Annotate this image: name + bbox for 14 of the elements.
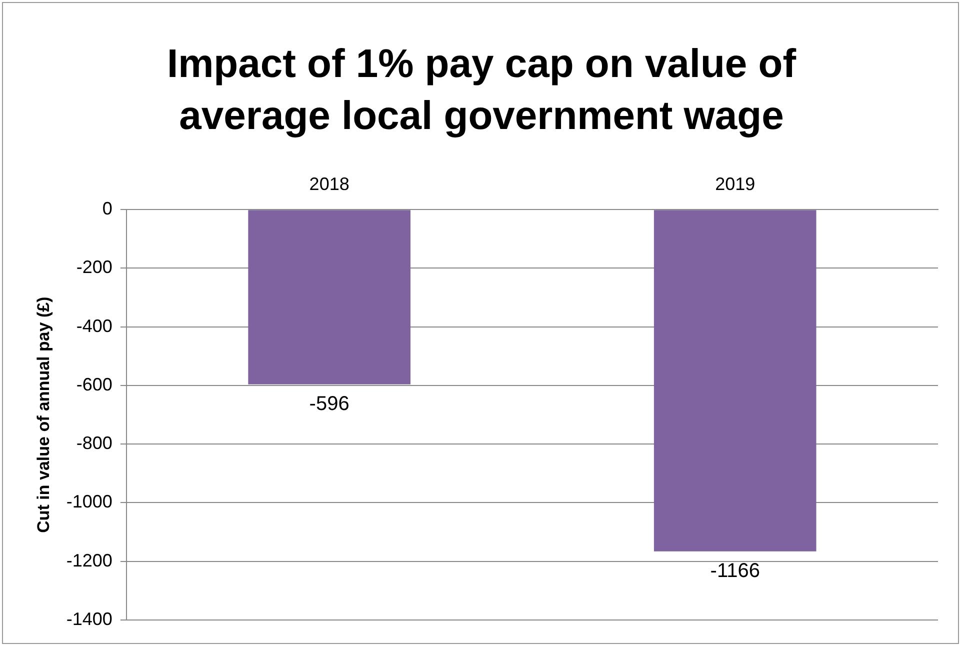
x-tick-label: 2018 — [309, 174, 350, 194]
y-tick-label: -400 — [76, 316, 112, 336]
y-tick-label: -1000 — [66, 492, 112, 512]
data-label: -596 — [309, 392, 350, 415]
y-tick-label: 0 — [102, 198, 112, 219]
y-tick-label: -600 — [76, 374, 112, 394]
y-axis-title: Cut in value of annual pay (£) — [34, 296, 53, 533]
y-tick-label: -1200 — [66, 550, 112, 570]
chart-title: Impact of 1% pay cap on value of average local government wage — [166, 41, 798, 140]
y-tick-label: -200 — [76, 257, 112, 278]
data-label: -1166 — [710, 560, 760, 582]
x-tick-label: 2019 — [715, 174, 756, 194]
y-tick-label: -1400 — [66, 608, 112, 629]
y-tick-label: -800 — [76, 433, 112, 454]
